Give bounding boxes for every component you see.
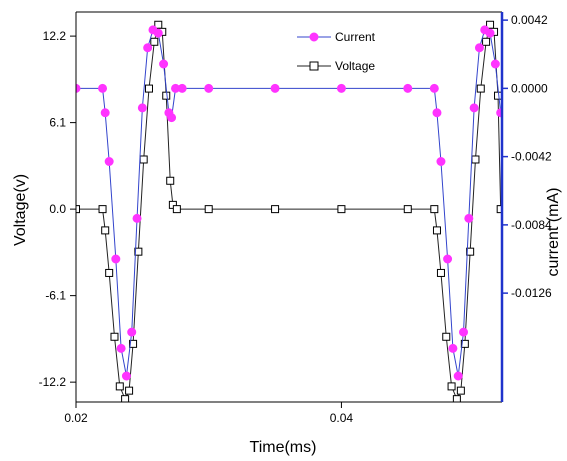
voltage-point — [271, 205, 280, 214]
current-point — [121, 371, 131, 381]
voltage-point — [76, 205, 80, 214]
left-y-tick-label: 12.2 — [43, 29, 67, 43]
legend-current-marker — [309, 32, 319, 42]
right-y-tick-label: 0.0000 — [511, 81, 548, 95]
left-y-axis-ticks: 12.2 6.1 0.0 -6.1 -12.2 — [39, 29, 76, 389]
voltage-point — [115, 382, 124, 391]
current-point — [98, 83, 108, 93]
voltage-point — [476, 84, 485, 93]
voltage-point — [430, 205, 439, 214]
current-point — [76, 83, 81, 93]
current-point — [453, 371, 463, 381]
voltage-point — [121, 395, 130, 402]
voltage-point — [172, 205, 181, 214]
current-point — [111, 254, 121, 264]
current-point — [490, 59, 500, 69]
current-point — [116, 343, 126, 353]
x-axis-title: Time(ms) — [250, 439, 317, 456]
voltage-point — [101, 226, 110, 235]
current-series — [76, 25, 502, 381]
voltage-point — [166, 176, 175, 185]
current-point — [436, 157, 446, 166]
right-y-tick-label: 0.0042 — [511, 13, 548, 27]
left-y-tick-label: -12.2 — [39, 375, 67, 389]
current-point — [485, 28, 495, 38]
voltage-point — [337, 205, 346, 214]
current-point — [177, 83, 187, 93]
voltage-point — [98, 205, 107, 214]
x-axis-ticks: 0.02 0.04 — [64, 402, 353, 425]
current-point — [336, 83, 346, 93]
voltage-point — [436, 268, 445, 277]
current-point — [137, 103, 147, 113]
current-point — [159, 59, 169, 69]
current-point — [143, 43, 153, 53]
voltage-point — [456, 386, 465, 395]
voltage-point — [432, 226, 441, 235]
current-point — [132, 213, 142, 223]
voltage-point — [144, 84, 153, 93]
voltage-point — [482, 37, 491, 46]
current-point — [100, 108, 110, 118]
current-point — [429, 83, 439, 93]
voltage-series — [76, 20, 502, 402]
legend-current-label: Current — [335, 30, 376, 44]
right-y-axis-ticks: 0.0042 0.0000 -0.0042 -0.0084 -0.0126 — [502, 13, 552, 300]
current-point — [127, 327, 137, 337]
right-y-tick-label: -0.0042 — [511, 150, 552, 164]
voltage-point — [162, 91, 171, 100]
legend: Current Voltage — [297, 30, 376, 73]
right-y-tick-label: -0.0084 — [511, 218, 552, 232]
current-point — [496, 108, 502, 118]
voltage-point — [125, 386, 134, 395]
legend-voltage-marker — [309, 61, 319, 71]
voltage-point — [447, 382, 456, 391]
left-y-tick-label: -6.1 — [45, 289, 66, 303]
voltage-point — [403, 205, 412, 214]
right-y-tick-label: -0.0126 — [511, 286, 552, 300]
voltage-point — [105, 268, 114, 277]
current-point — [204, 83, 214, 93]
legend-voltage-label: Voltage — [335, 59, 375, 73]
left-y-axis-title: Voltage(v) — [12, 174, 29, 246]
voltage-point — [204, 205, 213, 214]
voltage-point — [110, 332, 119, 341]
current-point — [469, 103, 479, 113]
current-point — [403, 83, 413, 93]
x-tick-label: 0.04 — [330, 411, 354, 425]
current-point — [104, 157, 114, 166]
voltage-point — [452, 395, 461, 402]
left-y-tick-label: 0.0 — [49, 202, 66, 216]
right-y-axis-title: current (mA) — [545, 188, 562, 277]
voltage-point — [471, 155, 480, 164]
voltage-point — [460, 339, 469, 348]
voltage-point — [150, 37, 159, 46]
current-point — [459, 327, 469, 337]
current-point — [153, 28, 163, 38]
voltage-point — [496, 205, 502, 214]
current-point — [443, 254, 453, 264]
voltage-point — [134, 247, 143, 256]
current-line — [76, 29, 502, 377]
current-point — [167, 113, 177, 123]
current-point — [270, 83, 280, 93]
current-point — [474, 43, 484, 53]
voltage-point — [466, 247, 475, 256]
voltage-point — [442, 332, 451, 341]
x-tick-label: 0.02 — [64, 411, 88, 425]
current-point — [464, 213, 474, 223]
current-point — [432, 108, 442, 118]
left-y-tick-label: 6.1 — [49, 116, 66, 130]
current-point — [448, 343, 458, 353]
voltage-point — [494, 91, 502, 100]
voltage-point — [129, 339, 138, 348]
voltage-point — [139, 155, 148, 164]
